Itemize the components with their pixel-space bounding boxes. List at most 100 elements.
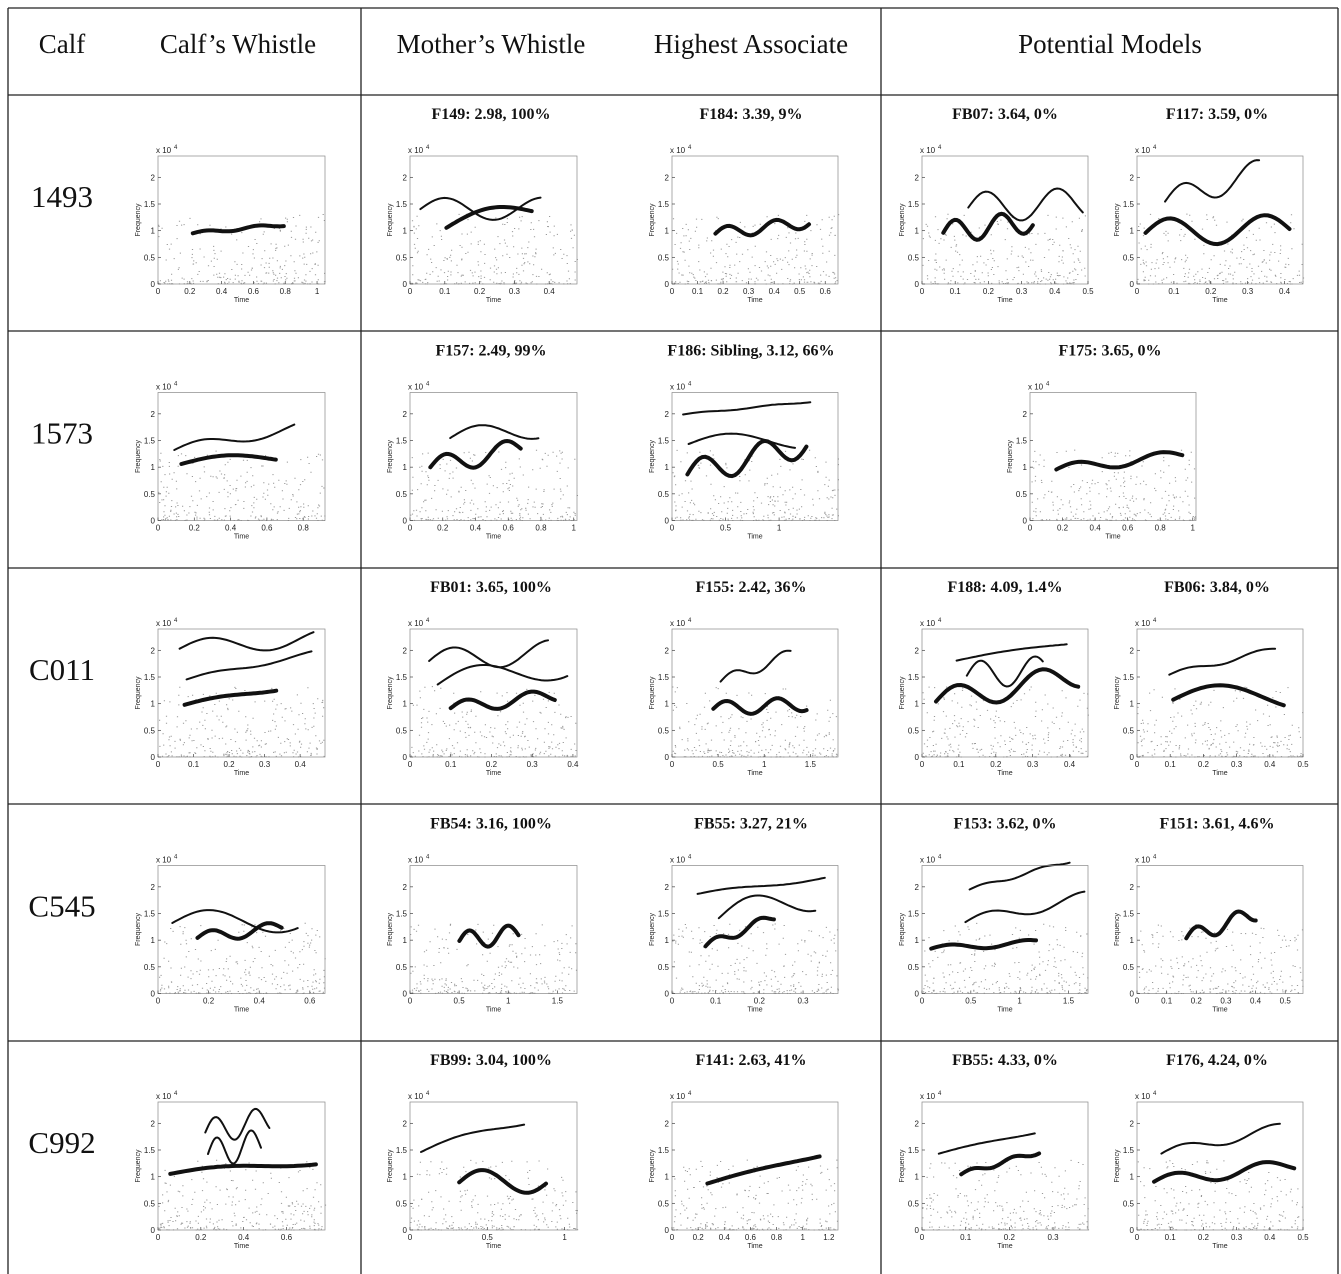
spectrogram: 00.511.5200.20.40.6x 104FrequencyTime bbox=[135, 855, 326, 1014]
y-tick-label: 1.5 bbox=[144, 910, 156, 919]
y-scale-exponent: 4 bbox=[174, 382, 178, 388]
x-tick-label: 0.5 bbox=[1082, 287, 1094, 296]
spectrogram-noise bbox=[923, 923, 1088, 993]
x-axis-label: Time bbox=[234, 534, 249, 541]
y-tick-label: 1.5 bbox=[396, 437, 408, 446]
spectrogram: 00.511.5200.51x 104FrequencyTime bbox=[387, 1091, 578, 1250]
y-tick-label: 1.5 bbox=[396, 200, 408, 209]
x-tick-label: 0.1 bbox=[953, 760, 965, 769]
x-tick-label: 0.3 bbox=[1047, 1233, 1059, 1242]
spectrogram-noise bbox=[410, 214, 578, 284]
y-axis-label: Frequency bbox=[649, 912, 656, 946]
caption: F186: Sibling, 3.12, 66% bbox=[667, 343, 834, 360]
caption: F141: 2.63, 41% bbox=[695, 1052, 806, 1069]
whistle-contour bbox=[715, 220, 809, 235]
x-tick-label: 0 bbox=[1135, 760, 1140, 769]
x-tick-label: 1 bbox=[1191, 524, 1196, 533]
y-scale-exponent: 4 bbox=[1153, 855, 1157, 861]
spectrogram-noise bbox=[1138, 1161, 1304, 1230]
x-tick-label: 0 bbox=[1028, 524, 1033, 533]
whistle-contour bbox=[713, 698, 806, 714]
y-axis-label: Frequency bbox=[1007, 439, 1014, 473]
x-tick-label: 0.4 bbox=[1250, 997, 1262, 1006]
y-scale-exponent: 4 bbox=[174, 618, 178, 624]
y-axis-label: Frequency bbox=[387, 1149, 394, 1183]
x-tick-label: 0.1 bbox=[439, 287, 451, 296]
y-scale-exponent: 4 bbox=[1153, 145, 1157, 151]
x-axis-label: Time bbox=[234, 1243, 249, 1250]
x-tick-label: 0.2 bbox=[1004, 1233, 1016, 1242]
x-tick-label: 0.1 bbox=[950, 287, 962, 296]
x-tick-label: 0.8 bbox=[535, 524, 547, 533]
y-scale-exponent: 4 bbox=[426, 382, 430, 388]
y-scale: x 10 bbox=[670, 146, 686, 155]
y-tick-label: 1.5 bbox=[144, 437, 156, 446]
y-axis-label: Frequency bbox=[649, 203, 656, 237]
y-tick-label: 0.5 bbox=[144, 1199, 156, 1208]
spectrogram: 00.511.5200.10.20.30.40.5x 104FrequencyT… bbox=[1114, 618, 1309, 777]
x-tick-label: 0.6 bbox=[261, 524, 273, 533]
y-tick-label: 1.5 bbox=[908, 200, 920, 209]
y-tick-label: 0.5 bbox=[658, 726, 670, 735]
y-scale: x 10 bbox=[670, 1092, 686, 1101]
x-tick-label: 1.5 bbox=[1063, 997, 1075, 1006]
y-tick-label: 0.5 bbox=[396, 726, 408, 735]
spectrogram: 00.511.5200.511.5x 104FrequencyTime bbox=[387, 855, 577, 1014]
whistle-contour bbox=[968, 189, 1083, 221]
x-axis-label: Time bbox=[1212, 1243, 1227, 1250]
whistle-contour bbox=[707, 1156, 819, 1183]
whistle-contour bbox=[430, 441, 520, 468]
x-tick-label: 0.4 bbox=[295, 760, 307, 769]
x-tick-label: 0 bbox=[1135, 287, 1140, 296]
plot-frame bbox=[672, 866, 838, 994]
y-tick-label: 1 bbox=[1130, 227, 1135, 236]
x-axis-label: Time bbox=[997, 297, 1012, 304]
y-axis-label: Frequency bbox=[1114, 1149, 1121, 1183]
y-tick-label: 1 bbox=[151, 936, 156, 945]
y-scale-exponent: 4 bbox=[688, 855, 692, 861]
y-scale: x 10 bbox=[156, 1092, 172, 1101]
y-tick-label: 0.5 bbox=[1123, 1199, 1135, 1208]
y-tick-label: 2 bbox=[665, 883, 670, 892]
y-scale: x 10 bbox=[408, 1092, 424, 1101]
x-axis-label: Time bbox=[997, 770, 1012, 777]
caption: F188: 4.09, 1.4% bbox=[947, 579, 1062, 596]
x-tick-label: 0.2 bbox=[754, 997, 766, 1006]
y-tick-label: 2 bbox=[151, 883, 156, 892]
x-tick-label: 0.3 bbox=[1016, 287, 1028, 296]
x-tick-label: 0.6 bbox=[820, 287, 832, 296]
x-axis-label: Time bbox=[747, 534, 762, 541]
x-tick-label: 0.3 bbox=[1231, 1233, 1243, 1242]
spectrogram: 00.511.5200.10.20.30.40.50.6x 104Frequen… bbox=[649, 145, 839, 304]
x-axis-label: Time bbox=[1212, 770, 1227, 777]
x-tick-label: 0.2 bbox=[1205, 287, 1217, 296]
x-tick-label: 1 bbox=[506, 997, 511, 1006]
whistle-contour bbox=[961, 1153, 1039, 1174]
x-axis-label: Time bbox=[486, 534, 501, 541]
x-axis-label: Time bbox=[234, 297, 249, 304]
y-axis-label: Frequency bbox=[1114, 912, 1121, 946]
plot-frame bbox=[672, 629, 838, 757]
y-scale-exponent: 4 bbox=[1153, 618, 1157, 624]
y-tick-label: 1 bbox=[665, 1173, 670, 1182]
plot-frame bbox=[1137, 866, 1303, 994]
x-tick-label: 0.3 bbox=[527, 760, 539, 769]
y-tick-label: 2 bbox=[403, 173, 408, 182]
y-tick-label: 1 bbox=[151, 463, 156, 472]
y-scale: x 10 bbox=[670, 619, 686, 628]
x-tick-label: 0.2 bbox=[1198, 760, 1210, 769]
y-tick-label: 2 bbox=[151, 410, 156, 419]
x-tick-label: 0.3 bbox=[743, 287, 755, 296]
y-tick-label: 0.5 bbox=[658, 253, 670, 262]
y-tick-label: 2 bbox=[665, 1119, 670, 1128]
y-tick-label: 2 bbox=[915, 646, 920, 655]
x-tick-label: 1.2 bbox=[823, 1233, 835, 1242]
y-tick-label: 1.5 bbox=[908, 673, 920, 682]
x-axis-label: Time bbox=[234, 1007, 249, 1014]
table-lines bbox=[8, 8, 1338, 1274]
y-scale-exponent: 4 bbox=[426, 855, 430, 861]
y-tick-label: 0.5 bbox=[1123, 726, 1135, 735]
x-tick-label: 0 bbox=[920, 1233, 925, 1242]
